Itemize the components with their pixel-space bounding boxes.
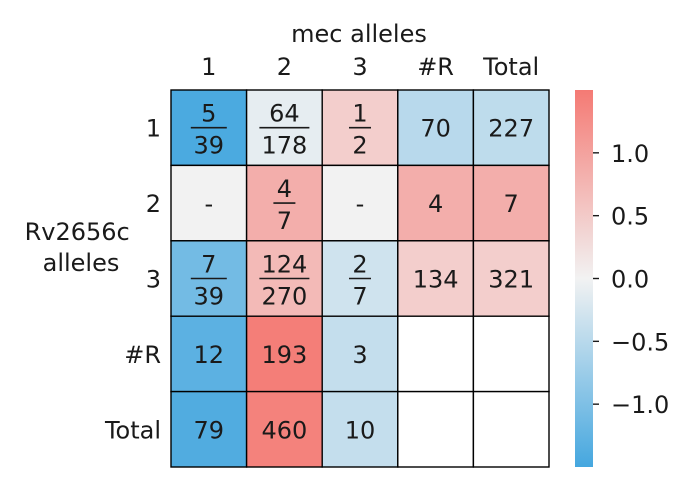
cell-denominator: 178 [261,132,307,160]
cell-numerator: 124 [261,251,307,279]
cell-fill [245,390,323,468]
cell-fill [397,240,475,317]
cell-fill [472,390,550,468]
heatmap-cell: 539 [170,89,248,167]
row-label: 3 [146,266,161,294]
cell-numerator: 1 [352,100,367,128]
heatmap-cell: 321 [472,240,550,317]
cell-fill [397,390,475,468]
cell-value: 227 [488,115,534,143]
cell-value: 70 [420,115,451,143]
cell-value: - [356,190,365,218]
cell-fill [472,164,550,242]
cell-fill [472,315,550,393]
cell-fill [245,315,323,393]
cell-value: 321 [488,266,534,294]
heatmap-cell [397,390,475,468]
cell-denominator: 7 [352,283,367,311]
cell-value: - [204,190,213,218]
heatmap-cell [397,315,475,393]
column-label: #R [417,53,454,81]
row-label: 2 [146,190,161,218]
column-label: 3 [352,53,367,81]
cell-value: 10 [345,416,376,444]
heatmap-cell: - [170,164,248,242]
cell-value: 460 [261,416,307,444]
colorbar: 1.0 0.5 0.0 −0.5 −1.0 [575,90,669,467]
cell-fill [170,240,248,317]
cell-fill [397,164,475,242]
colorbar-tick-label: 0.5 [611,203,649,231]
heatmap-cell: 12 [170,315,248,393]
cell-value: 7 [504,190,519,218]
colorbar-tick-label: −1.0 [611,391,669,419]
cell-numerator: 2 [352,251,367,279]
heatmap-cell [472,315,550,393]
heatmap-cell: 193 [245,315,323,393]
cell-value: 3 [352,341,367,369]
colorbar-tick-label: 1.0 [611,140,649,168]
cell-denominator: 39 [194,132,225,160]
cell-numerator: 5 [201,100,216,128]
cell-numerator: 64 [269,100,300,128]
cell-fill [170,390,248,468]
cell-fill [397,315,475,393]
heatmap-cell: 12 [321,89,399,167]
column-label: Total [482,53,539,81]
heatmap-cell: 134 [397,240,475,317]
heatmap-cell: 79 [170,390,248,468]
heatmap-cell: 3 [321,315,399,393]
cell-fill [321,390,399,468]
cell-value: 134 [413,266,459,294]
cell-fill [472,240,550,317]
x-axis-title: mec alleles [291,20,427,48]
y-axis-title-line-2: alleles [43,249,120,277]
heatmap-cell: 4 [397,164,475,242]
heatmap-cell: - [321,164,399,242]
cell-denominator: 270 [261,283,307,311]
column-label: 1 [201,53,216,81]
colorbar-tick-label: 0.0 [611,266,649,294]
cell-fill [170,315,248,393]
colorbar-tick-label: −0.5 [611,328,669,356]
heatmap-cell: 227 [472,89,550,167]
heatmap-cell: 27 [321,240,399,317]
heatmap-cell: 70 [397,89,475,167]
cell-value: 79 [194,416,225,444]
column-label: 2 [277,53,292,81]
column-labels: 1 2 3 #R Total [201,53,539,81]
cell-value: 193 [261,341,307,369]
row-label: 1 [146,115,161,143]
heatmap-cell: 739 [170,240,248,317]
y-axis-title-line-1: Rv2656c [25,218,130,246]
cell-denominator: 2 [352,132,367,160]
colorbar-gradient [575,90,593,467]
heatmap-cell [472,390,550,468]
heatmap-cell: 10 [321,390,399,468]
cell-numerator: 7 [201,251,216,279]
heatmap-cell: 7 [472,164,550,242]
cell-value: 4 [428,190,443,218]
row-label: Total [104,416,161,444]
cell-numerator: 4 [277,175,292,203]
row-label: #R [124,341,161,369]
y-axis-title: Rv2656c alleles [25,218,138,277]
cell-value: 12 [194,341,225,369]
row-labels: 1 2 3 #R Total [104,115,161,445]
cell-denominator: 7 [277,207,292,235]
heatmap-cell: 47 [245,164,323,242]
heatmap-cell: 460 [245,390,323,468]
cell-denominator: 39 [194,283,225,311]
